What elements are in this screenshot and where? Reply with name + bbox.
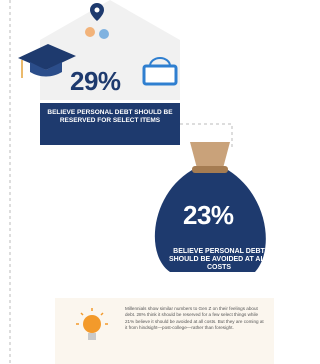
bulb-base bbox=[88, 333, 96, 340]
stat-caption: BELIEVE PERSONAL DEBT SHOULD BE RESERVED… bbox=[44, 109, 176, 125]
bag-tie bbox=[192, 166, 228, 173]
map-dot bbox=[85, 27, 95, 37]
basket-icon bbox=[144, 66, 176, 84]
bulb-icon bbox=[83, 315, 101, 333]
map-dot bbox=[99, 29, 109, 39]
infographic: 29% BELIEVE PERSONAL DEBT SHOULD BE RESE… bbox=[0, 0, 274, 364]
stat-value: 23% bbox=[183, 200, 234, 231]
stat-value: 29% bbox=[70, 66, 121, 97]
pin-dot bbox=[95, 8, 100, 13]
note-text: Millennials show similar numbers to Gen … bbox=[125, 306, 267, 331]
stat-caption: BELIEVE PERSONAL DEBT SHOULD BE AVOIDED … bbox=[166, 248, 272, 272]
